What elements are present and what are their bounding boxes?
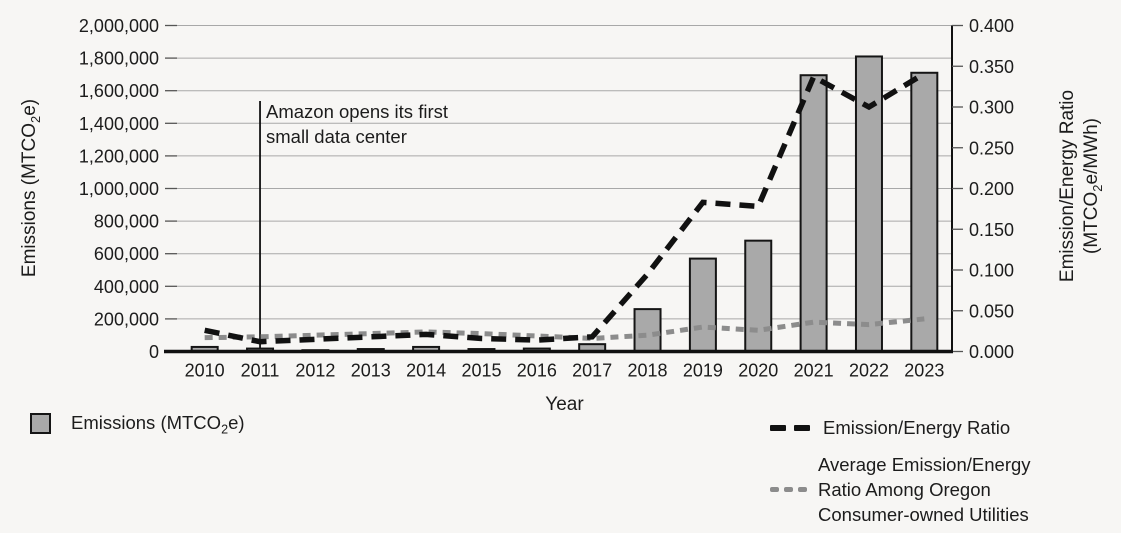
year-label: 2018 — [628, 361, 668, 381]
y-axis-label-right: Emission/Energy Ratio (MTCO2e/MWh) — [1056, 89, 1105, 283]
tick-label-right: 0.250 — [969, 138, 1014, 158]
tick-label-left: 800,000 — [94, 212, 159, 232]
bar — [633, 308, 662, 353]
bar — [799, 74, 828, 353]
tick-label-right: 0.350 — [969, 57, 1014, 77]
legend-item-emissions: Emissions (MTCO2e) — [30, 412, 245, 437]
annotation-line1: Amazon opens its first — [266, 101, 448, 122]
year-label: 2011 — [241, 361, 280, 381]
tick-label-right: 0.100 — [969, 261, 1014, 281]
year-label: 2015 — [461, 361, 501, 381]
y-axis-label-left: Emissions (MTCO2e) — [19, 98, 43, 278]
tick-label-left: 1,400,000 — [79, 114, 159, 134]
year-label: 2019 — [683, 361, 723, 381]
year-label: 2020 — [738, 361, 778, 381]
legend-item-average-ratio: Average Emission/Energy Ratio Among Oreg… — [770, 452, 1058, 527]
tick-label-right: 0.400 — [969, 16, 1014, 36]
year-label: 2016 — [517, 361, 557, 381]
tick-label-left: 1,000,000 — [79, 179, 159, 199]
tick-label-left: 400,000 — [94, 277, 159, 297]
tick-label-left: 1,600,000 — [79, 81, 159, 101]
y-axis-label-left-text: Emissions (MTCO — [19, 122, 40, 278]
year-label: 2014 — [406, 361, 446, 381]
year-label: 2022 — [849, 361, 889, 381]
tick-label-left: 1,200,000 — [79, 146, 159, 166]
legend-average-ratio-label: Average Emission/Energy Ratio Among Oreg… — [818, 454, 1031, 525]
legend-ratio-label: Emission/Energy Ratio — [823, 417, 1011, 438]
avg-ratio-line — [204, 316, 925, 341]
tick-label-left: 1,800,000 — [79, 49, 159, 69]
tick-label-left: 0 — [149, 342, 159, 362]
tick-label-left: 600,000 — [94, 244, 159, 264]
bar — [744, 239, 773, 353]
year-label: 2023 — [904, 361, 944, 381]
tick-label-right: 0.000 — [969, 342, 1014, 362]
tick-label-right: 0.300 — [969, 98, 1014, 118]
year-label: 2012 — [295, 361, 335, 381]
annotation-text: Amazon opens its first small data center — [266, 99, 448, 149]
year-label: 2021 — [794, 361, 834, 381]
emissions-bar-swatch-icon — [30, 412, 51, 434]
annotation-line2: small data center — [266, 126, 407, 147]
tick-label-left: 200,000 — [94, 309, 159, 329]
year-label: 2010 — [185, 361, 225, 381]
gray-dash-line-icon — [770, 487, 807, 492]
tick-label-right: 0.050 — [969, 301, 1014, 321]
ratio-line — [204, 71, 926, 345]
tick-label-right: 0.200 — [969, 179, 1014, 199]
x-axis-title: Year — [545, 394, 584, 415]
bar — [688, 257, 717, 353]
tick-label-right: 0.150 — [969, 220, 1014, 240]
bar — [854, 55, 883, 353]
legend-item-ratio: Emission/Energy Ratio — [770, 417, 1010, 439]
tick-label-left: 2,000,000 — [79, 16, 159, 36]
y-axis-label-right-line2: (MTCO2e/MWh) — [1081, 118, 1105, 254]
bar — [910, 71, 939, 353]
y-axis-label-right-line1: Emission/Energy Ratio — [1057, 89, 1078, 283]
year-label: 2017 — [572, 361, 612, 381]
black-dash-line-icon — [770, 425, 810, 431]
year-label: 2013 — [351, 361, 391, 381]
legend-emissions-label: Emissions (MTCO2e) — [71, 412, 245, 437]
